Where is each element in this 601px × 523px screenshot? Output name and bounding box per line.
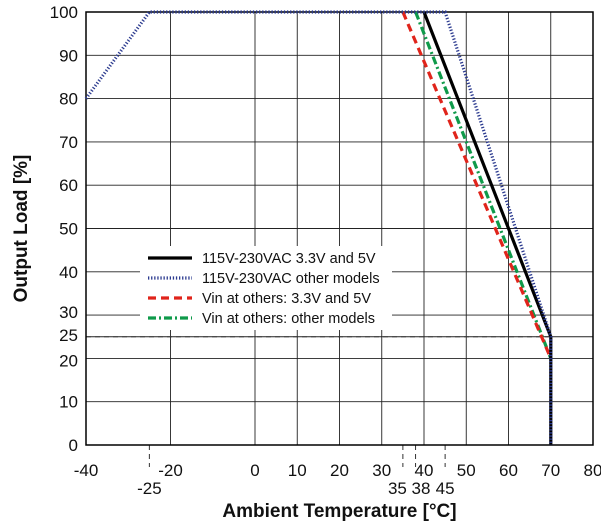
x-tick-label-extra: 35 — [388, 479, 407, 498]
grid — [85, 11, 594, 446]
series-line — [414, 11, 553, 359]
x-tick-label-extra: 38 — [412, 479, 431, 498]
y-tick-label: 10 — [59, 393, 78, 412]
x-tick-label-extra: 45 — [436, 479, 455, 498]
y-tick-label: 25 — [59, 326, 78, 345]
series-line — [84, 10, 553, 445]
y-tick-label: 80 — [59, 90, 78, 109]
y-tick-labels: 0 10 20 25 30 40 50 60 70 80 90 100 — [50, 3, 78, 455]
y-tick-label: 90 — [59, 46, 78, 65]
x-tick-label: 60 — [499, 461, 518, 480]
y-tick-label: 50 — [59, 220, 78, 239]
plot-area — [85, 11, 594, 446]
y-tick-label: 40 — [59, 263, 78, 282]
y-tick-label: 20 — [59, 351, 78, 370]
legend: 115V-230VAC 3.3V and 5V 115V-230VAC other… — [140, 246, 392, 330]
series-lines — [84, 10, 553, 445]
x-tick-label: 10 — [288, 461, 307, 480]
y-tick-label: 70 — [59, 133, 78, 152]
x-tick-label: 80 — [584, 461, 601, 480]
y-axis-title: Output Load [%] — [11, 155, 32, 303]
x-tick-labels: -40 -20 0 10 20 30 40 50 60 70 80 -25 35 38 45 — [74, 461, 601, 498]
x-tick-label: 30 — [372, 461, 391, 480]
legend-label: 115V-230VAC other models — [202, 271, 380, 287]
x-tick-label: 70 — [541, 461, 560, 480]
x-axis-title: Ambient Temperature [°C] — [222, 501, 456, 522]
x-tick-label: 50 — [457, 461, 476, 480]
legend-label: 115V-230VAC 3.3V and 5V — [202, 251, 376, 267]
x-tick-label: 20 — [330, 461, 349, 480]
x-tick-label: -40 — [74, 461, 99, 480]
y-tick-label: 0 — [69, 436, 78, 455]
legend-label: Vin at others: 3.3V and 5V — [202, 291, 371, 307]
y-tick-label: 100 — [50, 3, 78, 22]
series-line — [401, 11, 553, 360]
legend-background — [140, 246, 392, 330]
y-tick-label: 30 — [59, 303, 78, 322]
reference-lines — [86, 336, 551, 467]
legend-label: Vin at others: other models — [202, 311, 375, 327]
x-tick-label: 0 — [250, 461, 259, 480]
y-tick-label: 60 — [59, 176, 78, 195]
x-tick-label: 40 — [415, 461, 434, 480]
x-tick-label: -20 — [158, 461, 183, 480]
x-tick-label-extra: -25 — [137, 479, 162, 498]
